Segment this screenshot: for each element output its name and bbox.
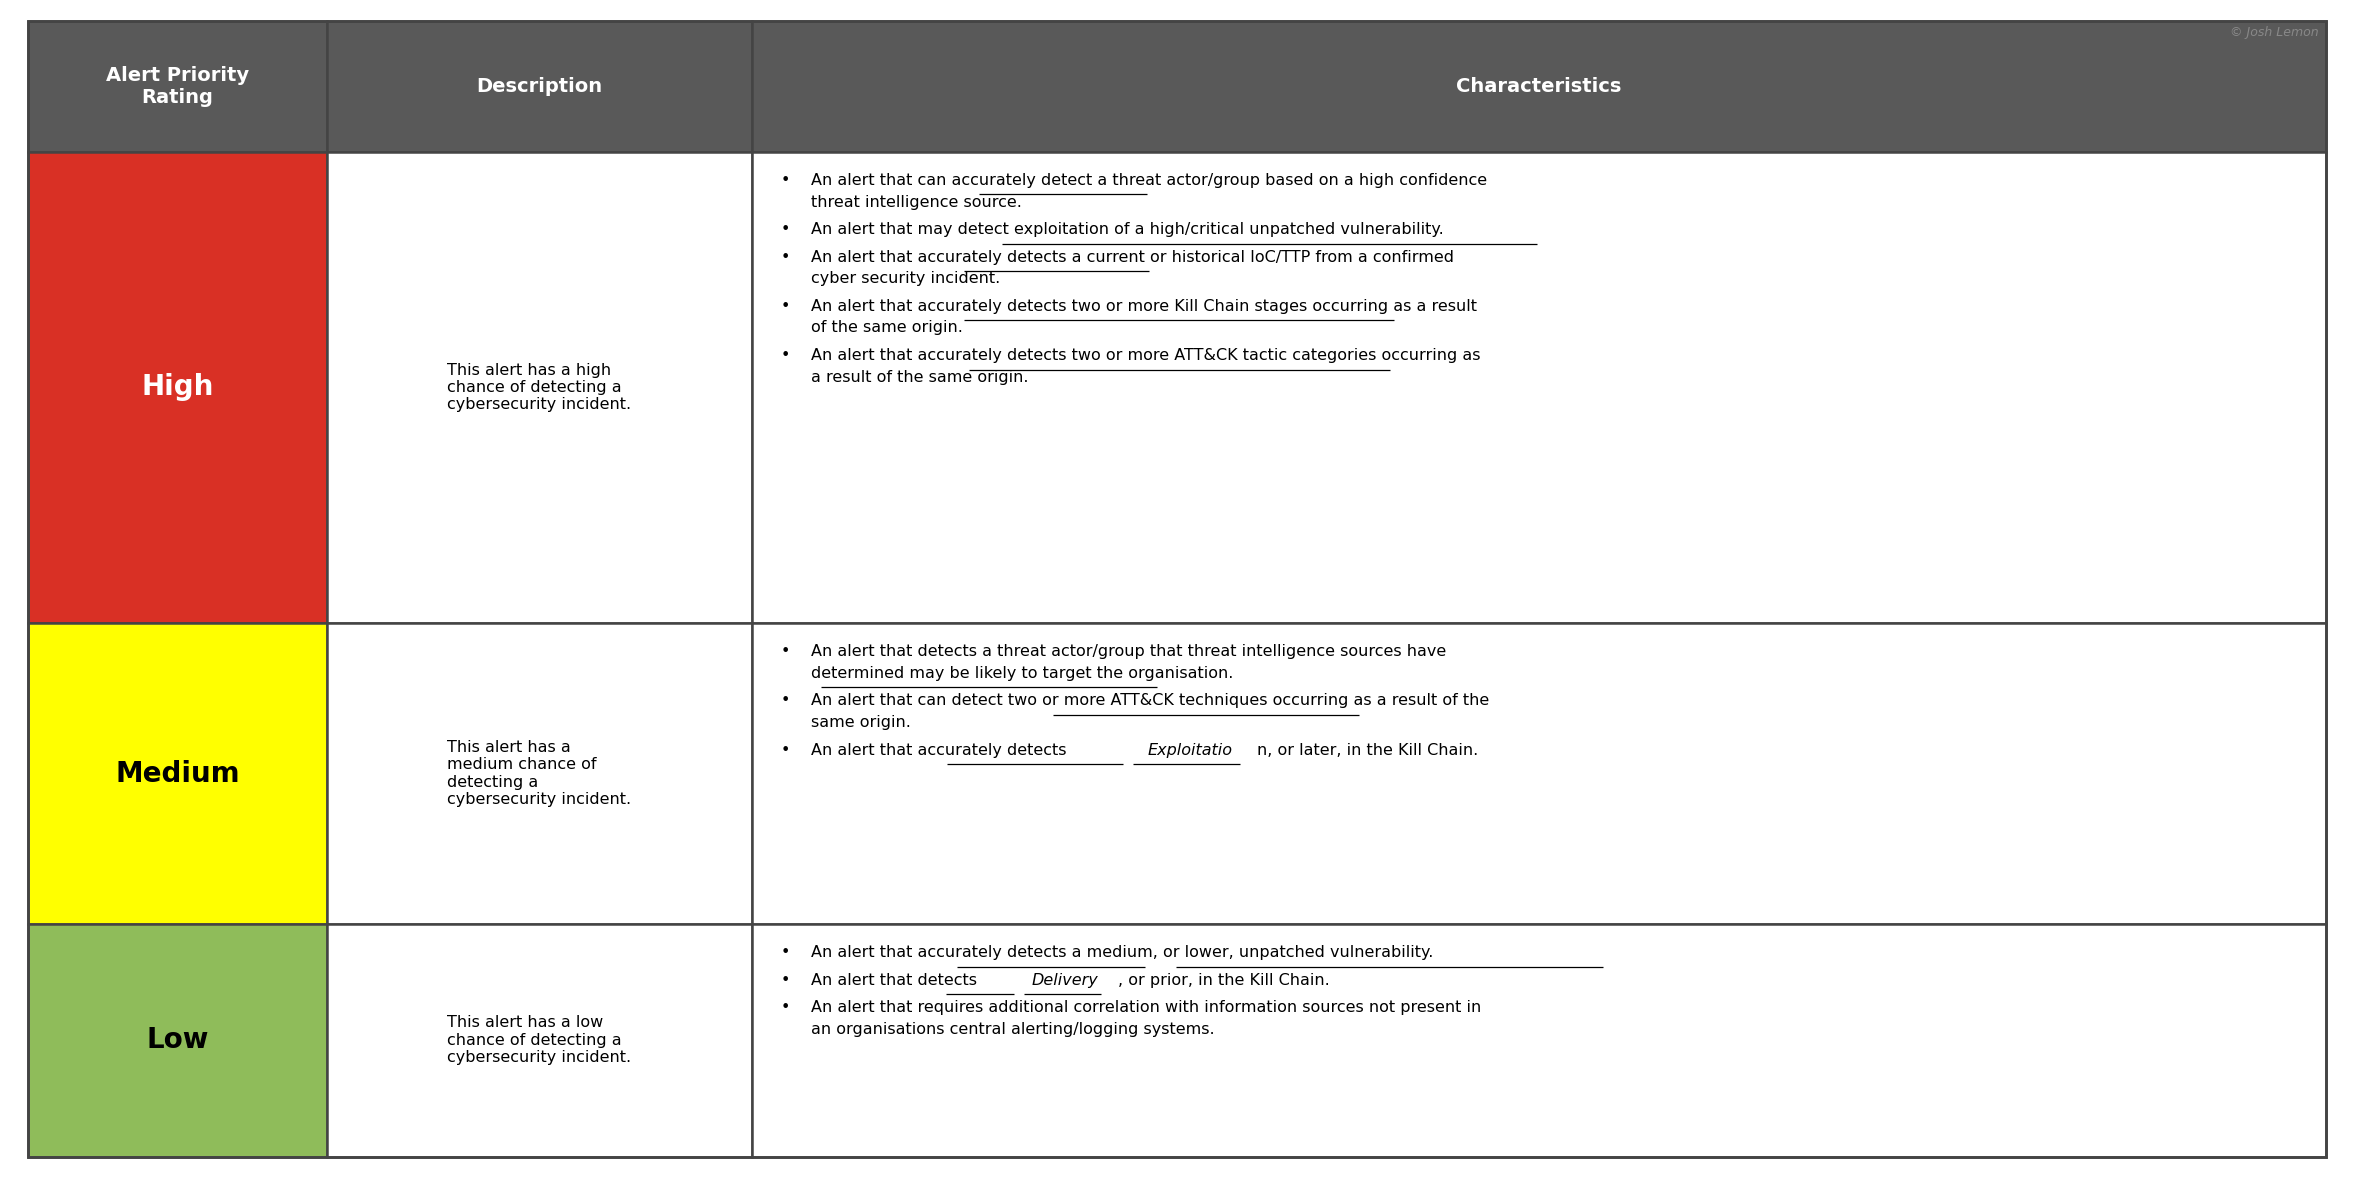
Bar bbox=[28, 623, 327, 924]
Text: An alert that accurately detects: An alert that accurately detects bbox=[810, 742, 1071, 757]
Text: of the same origin.: of the same origin. bbox=[810, 320, 963, 336]
Bar bbox=[28, 924, 327, 1157]
Text: Delivery: Delivery bbox=[1031, 973, 1099, 988]
Text: An alert that detects a threat actor/group that threat intelligence sources have: An alert that detects a threat actor/gro… bbox=[810, 644, 1445, 660]
Text: An alert that may detect exploitation of a high/critical unpatched vulnerability: An alert that may detect exploitation of… bbox=[810, 223, 1443, 237]
Text: •: • bbox=[779, 945, 789, 960]
Bar bbox=[751, 924, 2326, 1157]
Text: determined may be likely to target the organisation.: determined may be likely to target the o… bbox=[810, 666, 1233, 681]
Text: •: • bbox=[779, 1000, 789, 1015]
Text: An alert that detects: An alert that detects bbox=[810, 973, 982, 988]
Text: threat intelligence source.: threat intelligence source. bbox=[810, 194, 1022, 210]
Text: n, or later, in the Kill Chain.: n, or later, in the Kill Chain. bbox=[1257, 742, 1478, 757]
Text: Medium: Medium bbox=[115, 760, 240, 788]
Text: This alert has a
medium chance of
detecting a
cybersecurity incident.: This alert has a medium chance of detect… bbox=[447, 740, 631, 807]
Text: •: • bbox=[779, 250, 789, 265]
Text: Exploitatio: Exploitatio bbox=[1146, 742, 1231, 757]
Text: High: High bbox=[141, 373, 214, 402]
Bar bbox=[327, 924, 751, 1157]
Text: an organisations central alerting/logging systems.: an organisations central alerting/loggin… bbox=[810, 1023, 1215, 1037]
Text: , or prior, in the Kill Chain.: , or prior, in the Kill Chain. bbox=[1118, 973, 1330, 988]
Text: An alert that can accurately detect a threat actor/group based on a high confide: An alert that can accurately detect a th… bbox=[810, 173, 1488, 188]
Text: •: • bbox=[779, 299, 789, 313]
Text: a result of the same origin.: a result of the same origin. bbox=[810, 370, 1029, 385]
Text: Characteristics: Characteristics bbox=[1457, 77, 1622, 95]
Text: An alert that requires additional correlation with information sources not prese: An alert that requires additional correl… bbox=[810, 1000, 1481, 1015]
Text: •: • bbox=[779, 348, 789, 363]
Text: This alert has a low
chance of detecting a
cybersecurity incident.: This alert has a low chance of detecting… bbox=[447, 1015, 631, 1065]
Text: Low: Low bbox=[146, 1026, 210, 1054]
Text: •: • bbox=[779, 173, 789, 188]
Text: An alert that accurately detects two or more Kill Chain stages occurring as a re: An alert that accurately detects two or … bbox=[810, 299, 1476, 313]
Text: •: • bbox=[779, 644, 789, 660]
Text: An alert that accurately detects a medium, or lower, unpatched vulnerability.: An alert that accurately detects a mediu… bbox=[810, 945, 1434, 960]
Text: •: • bbox=[779, 742, 789, 757]
Text: •: • bbox=[779, 223, 789, 237]
Text: An alert that accurately detects a current or historical IoC/TTP from a confirme: An alert that accurately detects a curre… bbox=[810, 250, 1455, 265]
Bar bbox=[751, 152, 2326, 623]
Bar bbox=[327, 21, 751, 152]
Text: An alert that accurately detects two or more ATT&CK tactic categories occurring : An alert that accurately detects two or … bbox=[810, 348, 1481, 363]
Text: •: • bbox=[779, 694, 789, 708]
Bar bbox=[28, 152, 327, 623]
Text: © Josh Lemon: © Josh Lemon bbox=[2229, 26, 2319, 39]
Bar bbox=[28, 21, 327, 152]
Text: cyber security incident.: cyber security incident. bbox=[810, 271, 1000, 286]
Text: This alert has a high
chance of detecting a
cybersecurity incident.: This alert has a high chance of detectin… bbox=[447, 363, 631, 412]
Bar bbox=[751, 21, 2326, 152]
Bar bbox=[327, 623, 751, 924]
Text: same origin.: same origin. bbox=[810, 715, 911, 730]
Text: Description: Description bbox=[476, 77, 603, 95]
Text: An alert that can detect two or more ATT&CK techniques occurring as a result of : An alert that can detect two or more ATT… bbox=[810, 694, 1490, 708]
Bar bbox=[751, 623, 2326, 924]
Text: Alert Priority
Rating: Alert Priority Rating bbox=[106, 66, 250, 107]
Text: •: • bbox=[779, 973, 789, 988]
Bar bbox=[327, 152, 751, 623]
